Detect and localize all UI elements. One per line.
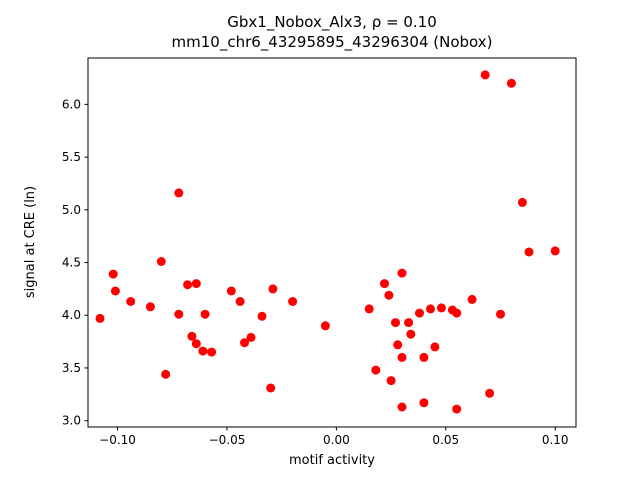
x-tick-label: −0.05 [209, 433, 246, 447]
plot-layer: −0.10 −0.05 0.00 0.05 0.10 3.0 3.5 4.0 4.5 5.0 5.5… [62, 57, 577, 447]
data-point [145, 302, 155, 312]
data-point [480, 70, 490, 80]
data-point [436, 303, 446, 313]
data-point [430, 342, 440, 352]
x-tick-label: 0.00 [323, 433, 350, 447]
data-point [198, 346, 208, 356]
data-point [240, 338, 249, 348]
data-point [406, 329, 416, 339]
data-point [207, 347, 217, 357]
data-point [524, 247, 534, 257]
data-point [397, 402, 407, 412]
chart-title-line2: mm10_chr6_43295895_43296304 (Nobox) [172, 33, 493, 52]
data-point [200, 309, 210, 319]
data-point [393, 340, 403, 350]
data-point [397, 268, 407, 278]
data-point [126, 297, 136, 306]
data-point [161, 369, 171, 379]
data-point [110, 286, 120, 296]
axes-frame [87, 57, 577, 428]
data-point [452, 404, 462, 414]
data-point [226, 286, 236, 296]
data-point [415, 308, 424, 318]
data-point [496, 309, 505, 319]
data-point [268, 284, 278, 294]
data-point [452, 308, 462, 318]
data-point [187, 331, 197, 341]
y-tick-label: 3.5 [62, 361, 81, 375]
x-tick-label: 0.05 [432, 433, 459, 447]
data-point [426, 304, 435, 314]
data-point [257, 311, 267, 321]
data-point [320, 321, 330, 331]
y-tick-label: 6.0 [62, 97, 81, 111]
y-tick-label: 3.0 [62, 414, 81, 428]
data-point [386, 376, 396, 386]
y-axis-label: signal at CRE (ln) [23, 186, 38, 298]
data-point [288, 297, 298, 306]
data-point [183, 280, 193, 290]
data-point [419, 352, 429, 362]
data-point [384, 290, 394, 300]
y-tick-label: 5.5 [62, 150, 81, 164]
x-tick-label: 0.10 [542, 433, 569, 447]
y-tick-label: 5.0 [62, 203, 81, 217]
data-point [191, 279, 201, 289]
data-point [419, 398, 429, 408]
y-tick-label: 4.0 [62, 308, 81, 322]
data-point [397, 352, 407, 362]
y-tick-label: 4.5 [62, 256, 81, 270]
data-point [246, 332, 256, 342]
data-point [371, 365, 381, 375]
data-point [364, 304, 374, 314]
data-point [174, 188, 184, 198]
data-point [191, 339, 201, 349]
data-point [108, 269, 118, 279]
data-point [485, 388, 495, 398]
x-axis-label: motif activity [289, 453, 375, 468]
data-point [506, 78, 516, 88]
data-point [550, 246, 560, 256]
x-tick-label: −0.10 [99, 433, 136, 447]
data-point [95, 313, 105, 323]
data-point [380, 279, 389, 289]
data-point [156, 257, 166, 266]
data-point [174, 309, 184, 319]
data-point [235, 297, 245, 306]
data-point [266, 383, 276, 393]
data-point [517, 197, 527, 207]
chart-title-line1: Gbx1_Nobox_Alx3, ρ = 0.10 [227, 13, 437, 32]
data-point [404, 318, 414, 328]
data-point [391, 318, 400, 328]
data-point [467, 294, 477, 304]
